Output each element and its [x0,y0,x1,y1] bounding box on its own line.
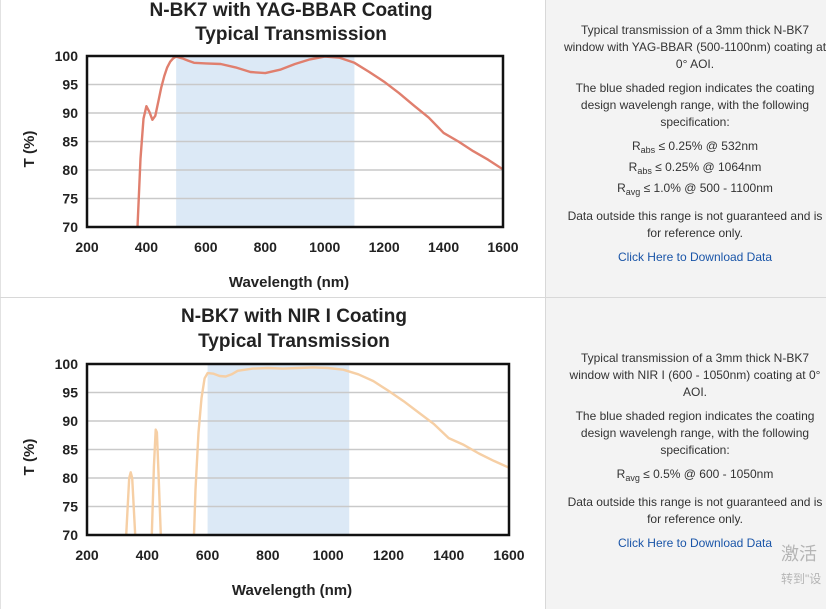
y-tick-label: 100 [55,356,79,372]
disclaimer-text: Data outside this range is not guarantee… [567,495,823,526]
x-tick-label: 1600 [493,547,524,563]
watermark-text: 转到"设 [781,572,822,586]
shaded-note: The blue shaded region indicates the coa… [575,81,815,129]
info-panel-2: Typical transmission of a 3mm thick N-BK… [545,298,826,609]
disclaimer-text: Data outside this range is not guarantee… [567,209,823,240]
x-tick-label: 1000 [309,239,340,255]
y-tick-label: 70 [62,527,78,543]
y-axis-label: T (%) [21,131,38,168]
description-text: Typical transmission of a 3mm thick N-BK… [569,351,821,399]
y-tick-label: 85 [62,442,78,458]
series-group [136,56,503,227]
y-tick-label: 70 [62,219,78,235]
series-group [125,366,509,535]
y-tick-label: 80 [62,470,78,486]
x-tick-label: 1400 [428,239,459,255]
transmission-series-line [125,471,137,535]
spec-line: Rabs ≤ 0.25% @ 532nm [631,139,758,155]
y-tick-label: 75 [62,191,78,207]
spec-line: Rabs ≤ 0.25% @ 1064nm [628,160,762,176]
x-tick-label: 200 [75,239,99,255]
chart-title-line: Typical Transmission [198,331,390,352]
transmission-series-line [192,366,509,535]
y-axis-label: T (%) [21,439,38,476]
spec-line: Ravg ≤ 1.0% @ 500 - 1100nm [617,181,773,197]
chart-title-line: Typical Transmission [195,24,387,45]
x-tick-label: 600 [196,547,220,563]
shaded-note: The blue shaded region indicates the coa… [575,409,815,457]
transmission-series-line [136,56,503,227]
x-tick-label: 200 [75,547,99,563]
x-tick-label: 1200 [373,547,404,563]
y-tick-label: 100 [55,48,79,64]
x-axis-label: Wavelength (nm) [229,274,349,291]
x-tick-label: 400 [136,547,160,563]
info-panel-1: Typical transmission of a 3mm thick N-BK… [545,0,826,297]
y-tick-label: 95 [62,77,78,93]
watermark-text: 激活 [781,544,817,564]
x-tick-label: 1600 [487,239,518,255]
y-tick-label: 90 [62,413,78,429]
plot-frame [85,362,511,537]
transmission-chart-nir-i: N-BK7 with NIR I Coating Typical Transmis… [21,306,525,599]
y-tick-label: 80 [62,162,78,178]
chart-panel-2: N-BK7 with NIR I Coating Typical Transmis… [0,298,545,609]
download-data-link[interactable]: Click Here to Download Data [617,250,773,264]
y-tick-label: 85 [62,134,78,150]
y-tick-label: 90 [62,105,78,121]
description-block-1: Typical transmission of a 3mm thick N-BK… [560,22,826,273]
spec-line: Ravg ≤ 0.5% @ 600 - 1050nm [616,467,774,483]
plot-frame [85,54,505,229]
x-tick-label: 800 [256,547,280,563]
chart-panel-1: N-BK7 with YAG-BBAR Coating Typical Trans… [0,0,545,297]
y-tick-label: 75 [62,499,78,515]
spec-list-2: Ravg ≤ 0.5% @ 600 - 1050nm [560,466,826,487]
x-tick-label: 800 [254,239,278,255]
x-axis-label: Wavelength (nm) [232,582,352,599]
chart-row-2: N-BK7 with NIR I Coating Typical Transmis… [0,298,826,609]
x-tick-label: 1200 [369,239,400,255]
description-block-2: Typical transmission of a 3mm thick N-BK… [560,350,826,559]
x-tick-label: 1400 [433,547,464,563]
description-text: Typical transmission of a 3mm thick N-BK… [563,23,826,71]
x-tick-label: 400 [135,239,159,255]
spec-list-1: Rabs ≤ 0.25% @ 532nm Rabs ≤ 0.25% @ 1064… [560,138,826,201]
chart-title-line: N-BK7 with YAG-BBAR Coating [150,0,433,21]
transmission-chart-yag-bbar: N-BK7 with YAG-BBAR Coating Typical Trans… [21,0,519,291]
x-tick-label: 600 [194,239,218,255]
chart-row-1: N-BK7 with YAG-BBAR Coating Typical Trans… [0,0,826,298]
y-tick-label: 95 [62,385,78,401]
x-tick-label: 1000 [313,547,344,563]
chart-title-line: N-BK7 with NIR I Coating [181,306,407,327]
download-data-link[interactable]: Click Here to Download Data [617,536,773,550]
transmission-series-line [150,428,162,535]
